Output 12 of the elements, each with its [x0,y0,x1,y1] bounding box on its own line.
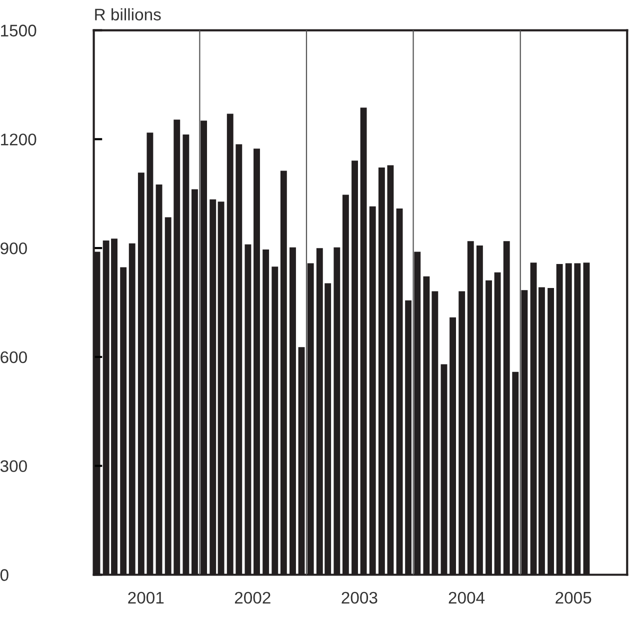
y-tick-label: 1500 [1,24,36,36]
y-tick-label: 0 [0,569,8,581]
y-tick-label: 300 [0,460,27,472]
x-tick-label: 2004 [448,592,485,604]
y-tick-label: 900 [0,242,27,254]
y-tick-label: 600 [0,351,27,364]
x-tick-label: 2003 [342,592,378,604]
x-tick-label: 2001 [128,592,164,604]
x-tick-label: 2002 [234,592,270,604]
y-axis-title: R billions [95,8,161,20]
x-tick-label: 2005 [556,592,592,604]
y-tick-label: 1200 [1,134,36,146]
